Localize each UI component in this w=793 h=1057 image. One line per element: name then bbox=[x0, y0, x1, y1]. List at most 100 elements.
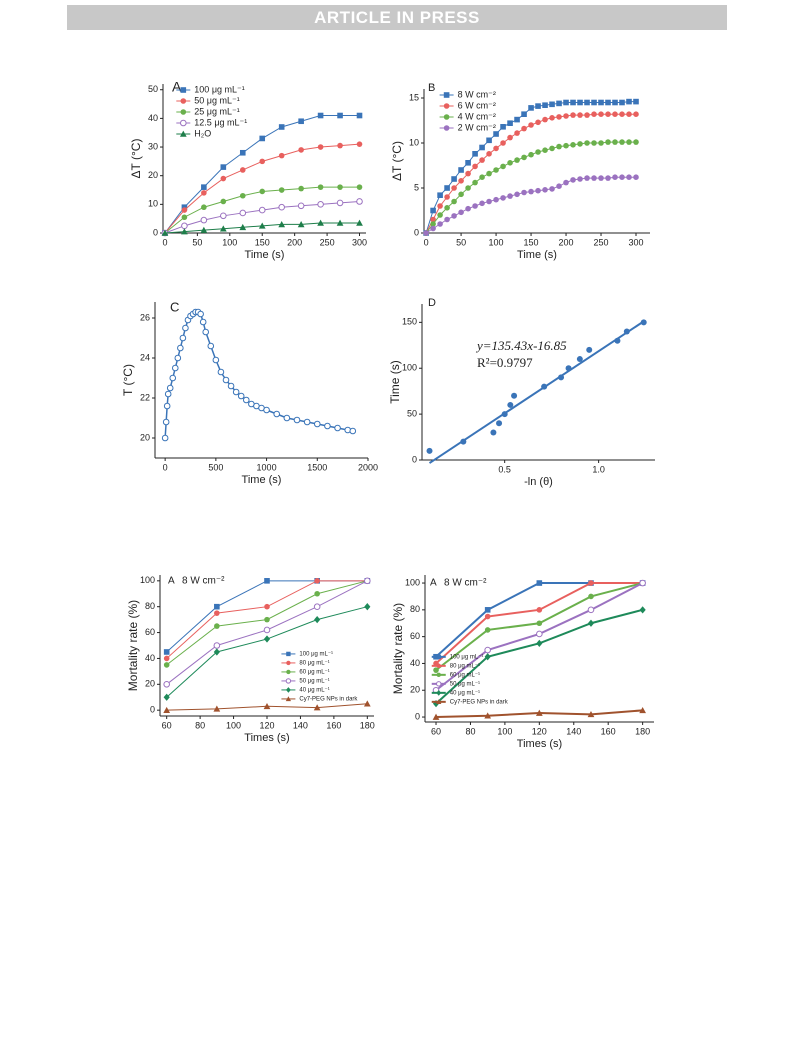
data-point bbox=[507, 160, 513, 166]
data-point bbox=[591, 140, 597, 146]
data-point bbox=[317, 219, 324, 226]
legend-label: 4 W cm⁻² bbox=[458, 111, 496, 121]
data-point bbox=[200, 216, 208, 224]
data-point bbox=[514, 157, 520, 163]
data-point bbox=[430, 221, 436, 227]
data-point bbox=[437, 203, 443, 209]
data-point bbox=[298, 147, 304, 153]
data-point bbox=[549, 115, 555, 121]
x-tick-label: 100 bbox=[226, 720, 241, 730]
data-point bbox=[536, 639, 543, 647]
y-axis-label: ΔT (°C) bbox=[390, 141, 404, 181]
data-point bbox=[496, 420, 503, 427]
legend-label: 50 μg mL⁻¹ bbox=[450, 681, 480, 687]
data-point bbox=[586, 346, 593, 353]
data-point bbox=[201, 190, 207, 196]
legend-marker bbox=[436, 681, 442, 687]
data-point bbox=[626, 98, 632, 105]
data-point bbox=[337, 112, 343, 119]
data-point bbox=[437, 212, 443, 218]
data-point bbox=[181, 214, 188, 221]
data-point bbox=[521, 189, 527, 196]
data-point bbox=[259, 135, 266, 142]
data-point bbox=[535, 709, 543, 716]
legend-marker bbox=[436, 689, 442, 696]
data-point bbox=[614, 337, 621, 344]
data-point bbox=[314, 615, 321, 624]
series-line bbox=[425, 176, 637, 234]
data-point bbox=[222, 376, 230, 384]
data-point bbox=[542, 116, 548, 123]
data-point bbox=[458, 191, 464, 198]
data-point bbox=[220, 164, 227, 170]
data-point bbox=[451, 185, 457, 191]
x-tick-label: 250 bbox=[594, 237, 609, 247]
legend-label: 12.5 μg mL⁻¹ bbox=[194, 117, 247, 127]
legend-label: 100 μg mL⁻¹ bbox=[450, 654, 484, 660]
data-point bbox=[163, 681, 170, 688]
x-tick-label: 120 bbox=[259, 720, 274, 730]
x-tick-label: 100 bbox=[489, 237, 504, 247]
data-point bbox=[451, 176, 457, 182]
y-tick-label: 10 bbox=[148, 199, 158, 209]
data-point bbox=[570, 177, 576, 183]
data-point bbox=[423, 230, 429, 236]
legend-marker bbox=[436, 699, 442, 705]
x-axis-label: Time (s) bbox=[517, 249, 557, 261]
x-tick-label: 150 bbox=[524, 237, 539, 247]
x-tick-label: 0.5 bbox=[498, 464, 511, 474]
x-tick-label: 140 bbox=[566, 726, 581, 736]
data-point bbox=[433, 667, 439, 673]
x-tick-label: 100 bbox=[497, 726, 512, 736]
x-tick-label: 60 bbox=[431, 726, 441, 736]
data-point bbox=[500, 195, 506, 201]
data-point bbox=[432, 713, 440, 720]
y-tick-label: 100 bbox=[405, 577, 420, 587]
data-point bbox=[507, 134, 513, 141]
data-point bbox=[591, 99, 597, 106]
data-point bbox=[486, 137, 492, 144]
data-point bbox=[217, 368, 225, 376]
y-tick-label: 20 bbox=[140, 432, 150, 442]
data-point bbox=[484, 646, 491, 654]
data-point bbox=[623, 328, 630, 335]
data-point bbox=[237, 392, 245, 400]
data-point bbox=[501, 411, 508, 418]
data-point bbox=[313, 420, 321, 428]
data-point bbox=[207, 342, 215, 350]
data-point bbox=[174, 354, 182, 362]
data-point bbox=[563, 179, 569, 186]
legend-marker bbox=[286, 660, 291, 666]
data-point bbox=[163, 402, 171, 410]
data-point bbox=[536, 580, 543, 586]
data-point bbox=[514, 116, 520, 123]
legend-label: 40 μg mL⁻¹ bbox=[450, 690, 480, 696]
panel-label: A bbox=[168, 576, 175, 587]
y-tick-label: 100 bbox=[402, 363, 417, 373]
data-point bbox=[535, 187, 541, 194]
y-tick-label: 20 bbox=[145, 679, 155, 689]
data-point bbox=[163, 662, 170, 668]
x-tick-label: 50 bbox=[456, 237, 466, 247]
data-point bbox=[507, 120, 513, 126]
legend-label: H₂O bbox=[194, 128, 211, 138]
data-point bbox=[500, 163, 506, 170]
data-point bbox=[493, 196, 499, 203]
y-tick-label: 0 bbox=[153, 227, 158, 237]
data-point bbox=[549, 145, 555, 152]
data-point bbox=[451, 213, 457, 219]
data-point bbox=[598, 111, 604, 117]
data-point bbox=[278, 221, 286, 228]
banner: ARTICLE IN PRESS bbox=[67, 5, 727, 30]
data-point bbox=[200, 226, 208, 233]
data-point bbox=[179, 334, 187, 342]
data-point bbox=[181, 228, 188, 235]
data-point bbox=[570, 99, 576, 106]
x-axis-label: Times (s) bbox=[517, 738, 562, 750]
y-tick-label: 50 bbox=[407, 408, 417, 418]
data-point bbox=[484, 653, 491, 661]
data-point bbox=[263, 702, 271, 710]
legend-label: 2 W cm⁻² bbox=[458, 122, 496, 132]
data-point bbox=[263, 635, 271, 643]
data-point bbox=[197, 310, 204, 318]
